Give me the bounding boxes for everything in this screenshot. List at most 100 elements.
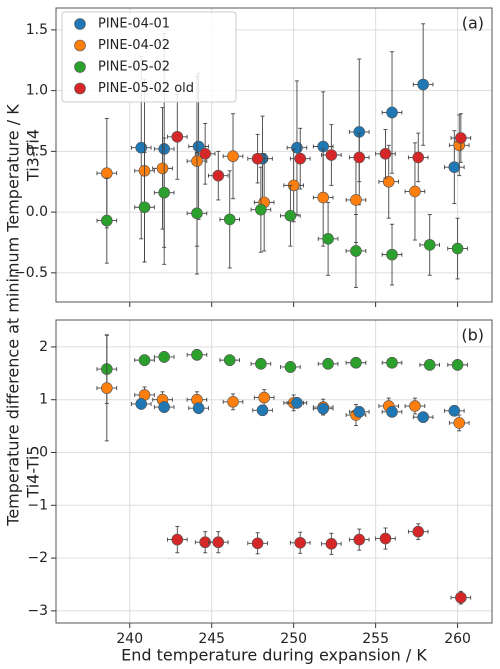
point <box>317 402 329 415</box>
legend-marker <box>74 82 86 95</box>
point <box>455 591 467 604</box>
y-tick-label: 0.5 <box>26 143 48 159</box>
y-tick-label: −3 <box>27 603 48 619</box>
y-tick-label: 0 <box>39 444 48 460</box>
point <box>191 207 203 220</box>
point <box>455 132 467 144</box>
point <box>412 151 425 164</box>
x-axis-label: End temperature during expansion / K <box>121 646 427 665</box>
point <box>353 533 366 546</box>
legend-label: PINE-04-02 <box>98 38 170 53</box>
point <box>212 536 225 549</box>
legend-marker <box>74 18 86 30</box>
x-tick-label: 245 <box>198 631 225 647</box>
legend-label: PINE-05-02 <box>98 60 170 75</box>
y-axis-label: Ti4-Ti5 <box>24 445 43 498</box>
point <box>417 411 429 423</box>
point <box>101 214 113 227</box>
point <box>294 152 307 165</box>
point <box>192 402 205 414</box>
y-tick-label: 1 <box>39 392 48 408</box>
point <box>223 354 236 366</box>
point <box>135 141 148 154</box>
point <box>322 233 334 245</box>
point <box>138 354 151 366</box>
point <box>212 169 225 182</box>
y-tick-label: −0.5 <box>14 265 48 281</box>
point <box>284 361 297 373</box>
point <box>350 194 362 206</box>
point <box>386 106 398 119</box>
axes-frame <box>55 319 493 624</box>
point <box>192 140 205 153</box>
point <box>409 185 421 198</box>
point <box>350 356 362 369</box>
point <box>353 406 366 418</box>
point <box>379 532 392 545</box>
point <box>453 417 466 429</box>
point <box>101 167 113 180</box>
y-tick-label: 1.5 <box>26 22 48 38</box>
point <box>294 536 307 549</box>
point <box>423 359 436 371</box>
point <box>255 203 267 216</box>
point <box>156 162 169 175</box>
axes-frame <box>55 7 493 303</box>
x-tick-label: 255 <box>362 631 389 647</box>
point <box>325 538 338 550</box>
point <box>251 537 264 550</box>
point <box>101 382 113 394</box>
y-tick-label: 1.0 <box>26 83 48 99</box>
panel-label: (a) <box>462 14 484 33</box>
point <box>158 351 170 363</box>
point <box>451 242 464 255</box>
point <box>386 406 398 418</box>
point <box>256 404 269 417</box>
point <box>322 358 334 370</box>
legend-label: PINE-05-02 old <box>98 81 194 96</box>
point <box>317 191 329 204</box>
point <box>291 141 303 154</box>
legend-label: PINE-04-01 <box>98 17 170 32</box>
point <box>135 398 148 410</box>
point <box>386 248 398 261</box>
point <box>409 400 421 412</box>
point <box>291 397 303 409</box>
point <box>199 147 211 160</box>
point <box>223 213 236 226</box>
point <box>417 78 429 91</box>
point <box>353 151 366 164</box>
point <box>382 175 395 188</box>
point <box>171 533 184 546</box>
y-axis-label: Ti3-Ti4 <box>24 129 43 182</box>
shared-y-label: Temperature difference at minimum Temper… <box>4 104 23 527</box>
y-tick-label: −2 <box>27 550 48 566</box>
point <box>158 401 170 413</box>
point <box>255 358 267 370</box>
point <box>251 152 264 165</box>
x-tick-label: 240 <box>116 631 143 647</box>
legend-box <box>61 11 237 103</box>
legend-marker <box>74 39 86 52</box>
point <box>158 186 170 199</box>
point <box>171 130 184 143</box>
point <box>423 239 436 251</box>
point <box>448 404 461 417</box>
point <box>191 349 203 361</box>
point <box>451 359 464 371</box>
point <box>448 161 461 173</box>
plot-area <box>56 320 492 623</box>
y-tick-label: −1 <box>27 497 48 513</box>
point <box>379 147 392 160</box>
point <box>284 209 297 222</box>
point <box>325 149 338 161</box>
point <box>287 179 300 192</box>
panel-label: (b) <box>461 326 484 345</box>
x-tick-label: 260 <box>444 631 471 647</box>
point <box>412 525 425 538</box>
point <box>227 150 239 163</box>
y-tick-label: 0.0 <box>26 204 48 220</box>
point <box>386 356 398 369</box>
point <box>227 396 239 408</box>
